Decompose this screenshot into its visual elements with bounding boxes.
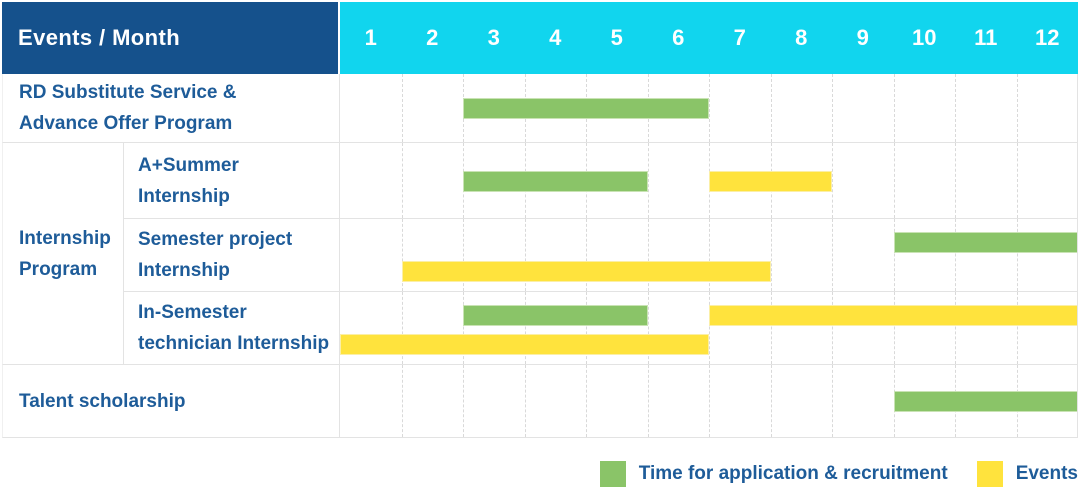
month-gridline: [647, 292, 649, 364]
row-chart-area: [340, 365, 1078, 438]
month-gridline: [401, 365, 403, 437]
month-gridline: [770, 219, 772, 291]
month-gridline: [832, 74, 833, 142]
month-gridline: [832, 292, 833, 364]
row-group-label-line: Program: [19, 258, 98, 280]
month-gridline: [770, 365, 772, 437]
row-label-line: Internship: [138, 260, 230, 281]
row-label-line: Talent scholarship: [19, 390, 186, 412]
row-chart-area: [340, 219, 1078, 292]
legend-swatch-event: [976, 460, 1003, 487]
month-gridline: [1016, 292, 1018, 364]
month-header-cell: 9: [856, 25, 869, 50]
header-title: Events / Month: [2, 2, 340, 74]
month-gridline: [832, 365, 833, 437]
month-gridline: [770, 74, 772, 142]
month-header-cell: 10: [912, 25, 937, 50]
row-label-line: Internship: [138, 185, 230, 207]
month-gridline: [647, 143, 649, 218]
month-gridline: [1016, 143, 1018, 218]
month-gridline: [463, 365, 464, 437]
month-gridline: [401, 143, 403, 218]
legend: Time for application & recruitment Events: [0, 453, 1078, 494]
month-gridline: [709, 74, 710, 142]
month-gridline: [524, 365, 526, 437]
month-gridline: [1016, 219, 1018, 291]
application-bar: [463, 98, 709, 119]
month-gridline: [955, 74, 956, 142]
month-gridline: [1016, 74, 1018, 142]
row-label-line: A+Summer: [138, 154, 239, 176]
row-label: Talent scholarship: [2, 365, 340, 438]
month-gridline: [955, 143, 956, 218]
row-label: A+Summer Internship: [124, 143, 340, 219]
row-group-label: Internship Program: [2, 143, 124, 365]
event-bar: [709, 171, 832, 192]
month-header-cell: 11: [974, 25, 998, 50]
application-bar: [893, 232, 1077, 253]
legend-item: Events: [976, 460, 1078, 487]
event-bar: [340, 334, 709, 355]
row-label-line: Advance Offer Program: [19, 113, 233, 134]
row-label-line: RD Substitute Service &: [19, 82, 237, 103]
month-gridline: [647, 365, 649, 437]
event-bar: [709, 305, 1077, 326]
row-label-line: technician Internship: [138, 333, 330, 354]
application-bar: [463, 171, 648, 192]
month-header-cell: 3: [487, 25, 500, 50]
row-chart-area: [340, 74, 1078, 143]
row-label: Semester project Internship: [124, 219, 340, 292]
row-label-line: In-Semester: [138, 302, 247, 323]
legend-label: Time for application & recruitment: [638, 462, 948, 484]
month-gridline: [524, 219, 526, 291]
month-gridline: [832, 219, 833, 291]
month-gridline: [893, 292, 895, 364]
month-gridline: [586, 365, 587, 437]
month-gridline: [586, 219, 587, 291]
legend-item: Time for application & recruitment: [599, 460, 948, 487]
month-gridline: [770, 292, 772, 364]
month-gridline: [586, 292, 587, 364]
row-label-line: Semester project: [138, 229, 293, 250]
month-gridline: [893, 219, 895, 291]
month-header-row: 1 2 3 4 5 6 7 8 9 10 11 12: [340, 2, 1078, 74]
application-bar: [893, 391, 1077, 412]
gantt-table: Events / Month 1 2 3 4 5 6 7 8 9 10 11 12 RD Substi…: [2, 2, 1078, 438]
legend-swatch-application: [599, 460, 626, 487]
month-gridline: [709, 365, 710, 437]
row-group-label-line: Internship: [19, 227, 111, 249]
month-gridline: [893, 74, 895, 142]
month-gridline: [401, 292, 403, 364]
row-label: In-Semester technician Internship: [124, 292, 340, 365]
month-gridline: [832, 143, 833, 218]
month-gridline: [955, 292, 956, 364]
application-bar: [463, 305, 648, 326]
month-gridline: [709, 292, 710, 364]
month-gridline: [401, 74, 403, 142]
month-gridline: [955, 219, 956, 291]
month-gridline: [709, 219, 710, 291]
month-gridline: [524, 292, 526, 364]
month-header-cell: 2: [426, 25, 439, 50]
month-header-cell: 7: [733, 25, 746, 50]
legend-label: Events: [1015, 462, 1078, 484]
month-gridline: [401, 219, 403, 291]
month-header-cell: 1: [364, 25, 377, 50]
month-header-cell: 4: [549, 25, 562, 50]
month-gridline: [647, 219, 649, 291]
row-label: RD Substitute Service & Advance Offer Pro…: [2, 74, 340, 143]
month-gridline: [463, 292, 464, 364]
month-header-cell: 8: [795, 25, 808, 50]
row-chart-area: [340, 292, 1078, 365]
month-header-cell: 12: [1035, 25, 1060, 50]
event-bar: [401, 261, 771, 282]
month-header-cell: 6: [672, 25, 685, 50]
month-gridline: [893, 143, 895, 218]
month-gridline: [463, 219, 464, 291]
row-chart-area: [340, 143, 1078, 219]
month-header-cell: 5: [610, 25, 623, 50]
